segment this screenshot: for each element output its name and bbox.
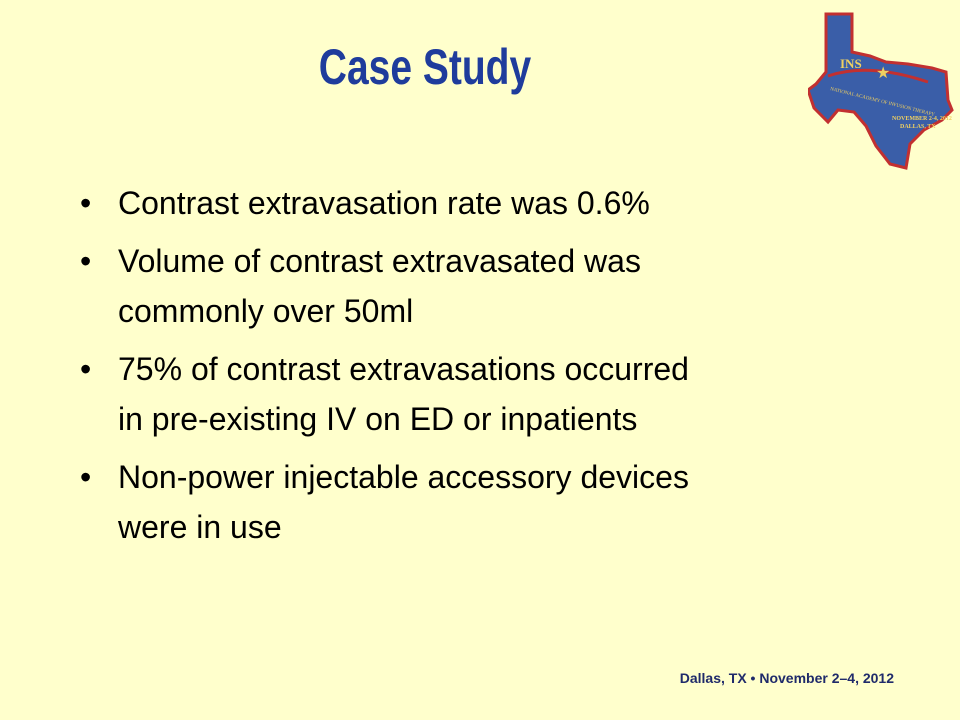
slide-title: Case Study <box>318 39 532 95</box>
logo-dates: NOVEMBER 2-4, 2012 <box>892 116 952 122</box>
logo-star: ★ <box>876 65 890 82</box>
swoosh <box>827 68 929 84</box>
bullet-item: Volume of contrast extravasated was commo… <box>80 236 689 336</box>
bullet-text: were in use <box>118 509 282 545</box>
bullet-text: Contrast extravasation rate was 0.6% <box>118 185 650 221</box>
texas-shape <box>808 12 954 170</box>
bullet-item: 75% of contrast extravasations occurred i… <box>80 344 689 444</box>
bullet-list: Contrast extravasation rate was 0.6% Volu… <box>80 178 689 560</box>
bullet-text: commonly over 50ml <box>118 293 414 329</box>
bullet-item: Non-power injectable accessory devices we… <box>80 452 689 552</box>
bullet-text: 75% of contrast extravasations occurred <box>118 351 689 387</box>
logo: INS ★ NATIONAL ACADEMY OF INFUSION THERA… <box>808 12 954 170</box>
logo-acronym: INS <box>840 56 862 71</box>
bullet-text: Non-power injectable accessory devices <box>118 459 689 495</box>
footer: Dallas, TX • November 2–4, 2012 <box>679 670 894 686</box>
bullet-text: Volume of contrast extravasated was <box>118 243 641 279</box>
bullet-item: Contrast extravasation rate was 0.6% <box>80 178 689 228</box>
logo-place: DALLAS, TX <box>900 124 936 130</box>
bullet-text: in pre-existing IV on ED or inpatients <box>118 401 638 437</box>
